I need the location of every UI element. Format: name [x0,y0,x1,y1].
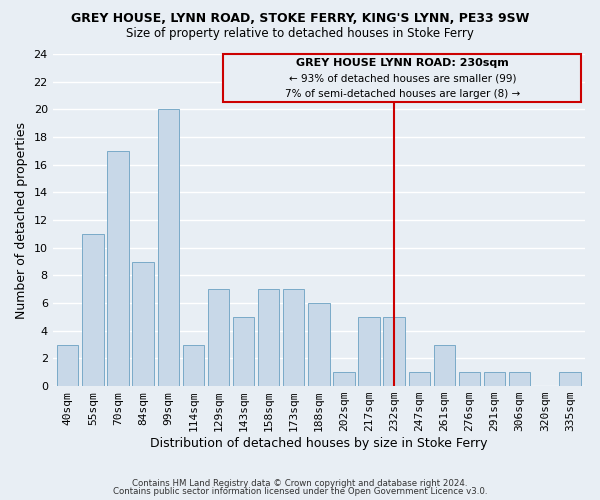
Bar [484,372,505,386]
X-axis label: Distribution of detached houses by size in Stoke Ferry: Distribution of detached houses by size … [150,437,488,450]
Bar [459,372,480,386]
Bar [133,262,154,386]
Y-axis label: Number of detached properties: Number of detached properties [15,122,28,318]
Text: ← 93% of detached houses are smaller (99): ← 93% of detached houses are smaller (99… [289,73,516,83]
Bar [559,372,581,386]
Bar [208,289,229,386]
Bar [233,317,254,386]
Bar [82,234,104,386]
Bar [182,344,204,386]
Text: GREY HOUSE LYNN ROAD: 230sqm: GREY HOUSE LYNN ROAD: 230sqm [296,58,509,68]
Bar [283,289,304,386]
Text: Contains HM Land Registry data © Crown copyright and database right 2024.: Contains HM Land Registry data © Crown c… [132,478,468,488]
Text: 7% of semi-detached houses are larger (8) →: 7% of semi-detached houses are larger (8… [284,89,520,99]
Text: GREY HOUSE, LYNN ROAD, STOKE FERRY, KING'S LYNN, PE33 9SW: GREY HOUSE, LYNN ROAD, STOKE FERRY, KING… [71,12,529,26]
Bar [308,303,329,386]
Bar [434,344,455,386]
Bar [158,110,179,386]
Bar [358,317,380,386]
Bar [258,289,279,386]
Bar [107,151,128,386]
FancyBboxPatch shape [223,54,581,102]
Bar [409,372,430,386]
Bar [509,372,530,386]
Bar [333,372,355,386]
Text: Size of property relative to detached houses in Stoke Ferry: Size of property relative to detached ho… [126,28,474,40]
Bar [383,317,405,386]
Text: Contains public sector information licensed under the Open Government Licence v3: Contains public sector information licen… [113,487,487,496]
Bar [57,344,79,386]
